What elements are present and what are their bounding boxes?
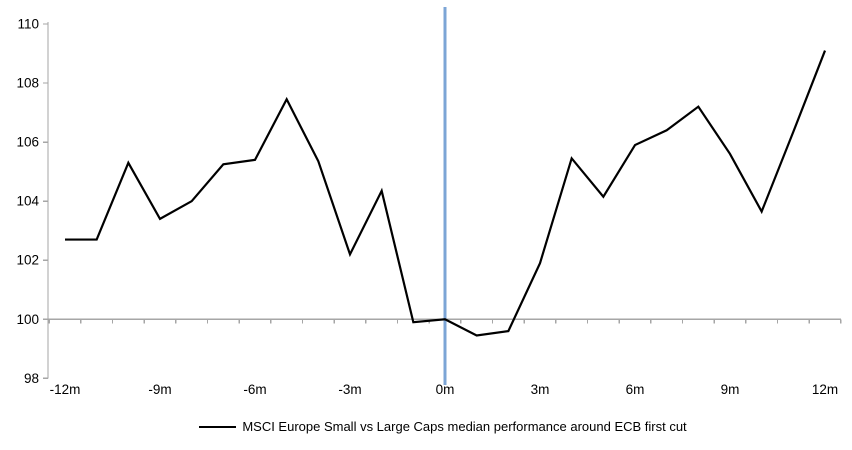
x-axis-label: 0m	[436, 382, 455, 397]
x-axis-label: 3m	[531, 382, 550, 397]
legend-line-swatch	[199, 425, 237, 428]
y-axis-label: 100	[16, 312, 39, 327]
x-axis-label: -6m	[243, 382, 266, 397]
x-axis-label: 6m	[626, 382, 645, 397]
x-axis-label: -12m	[50, 382, 81, 397]
y-axis-label: 108	[16, 76, 39, 91]
y-axis-label: 104	[16, 194, 39, 209]
x-axis-label: -9m	[148, 382, 171, 397]
series-line	[65, 50, 827, 337]
legend: MSCI Europe Small vs Large Caps median p…	[17, 419, 852, 434]
x-axis-label: 9m	[721, 382, 740, 397]
y-axis-label: 106	[16, 135, 39, 150]
x-axis-label: -3m	[338, 382, 361, 397]
y-axis-label: 102	[16, 253, 39, 268]
legend-label: MSCI Europe Small vs Large Caps median p…	[242, 419, 687, 434]
x-axis-label: 12m	[812, 382, 838, 397]
y-axis-label: 98	[24, 371, 39, 386]
y-axis-label: 110	[17, 17, 39, 32]
